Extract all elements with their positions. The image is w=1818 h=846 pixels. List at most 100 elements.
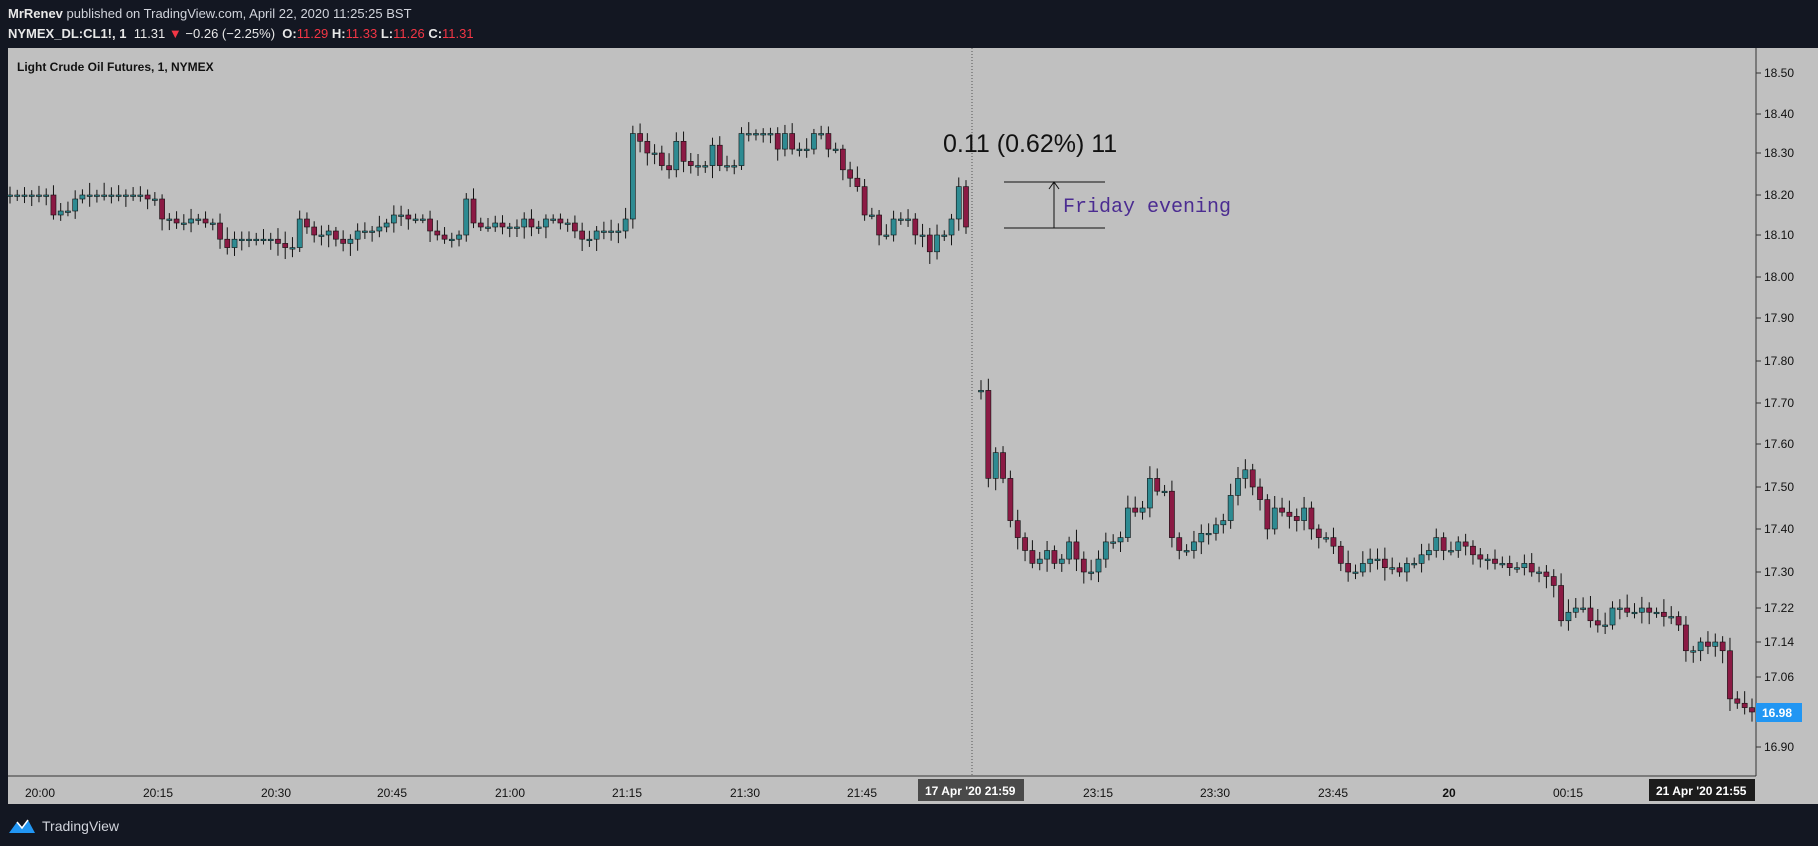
candle-body xyxy=(1587,607,1594,622)
candle-body xyxy=(557,218,564,224)
chart-title: Light Crude Oil Futures, 1, NYMEX xyxy=(17,60,214,74)
candle-body xyxy=(463,198,470,236)
end-time-label: 21 Apr '20 21:55 xyxy=(1649,779,1755,801)
candle-body xyxy=(108,194,115,197)
end-time-bg xyxy=(1649,779,1755,801)
price-tick-label: 17.60 xyxy=(1764,437,1794,451)
crosshair-time-bg xyxy=(918,779,1024,801)
candle-body xyxy=(391,214,397,224)
candle-body xyxy=(405,214,412,220)
candle-body xyxy=(854,177,861,187)
candle-body xyxy=(1477,554,1484,560)
candle-body xyxy=(354,230,361,240)
time-tick-label: 23:30 xyxy=(1200,786,1230,800)
time-tick-label: 00:15 xyxy=(1553,786,1583,800)
candle-body xyxy=(1381,558,1388,568)
candle-body xyxy=(644,141,651,154)
candle-body xyxy=(1014,520,1021,538)
tradingview-logo[interactable]: TradingView xyxy=(8,817,119,835)
candle-body xyxy=(1572,607,1579,613)
candle-body xyxy=(1550,576,1557,586)
candle-body xyxy=(1359,563,1366,573)
candle-body xyxy=(1235,478,1241,496)
candle-body xyxy=(398,214,404,217)
candle-body xyxy=(14,194,21,197)
candle-body xyxy=(1492,558,1498,564)
candle-body xyxy=(1183,550,1190,553)
candle-body xyxy=(419,218,426,221)
publish-text: published on TradingView.com, April 22, … xyxy=(66,6,412,21)
candle-body xyxy=(43,194,50,197)
candle-body xyxy=(695,165,701,168)
candle-body xyxy=(304,218,310,228)
up-arrow-icon xyxy=(1048,181,1060,190)
chart-area[interactable]: Light Crude Oil Futures, 1, NYMEX 0.11 (… xyxy=(0,48,1818,808)
candle-body xyxy=(1080,558,1087,573)
author-name[interactable]: MrRenev xyxy=(8,6,63,21)
candle-body xyxy=(1073,541,1080,560)
candle-body xyxy=(535,226,542,229)
candle-body xyxy=(579,230,585,240)
time-tick-label: 20:30 xyxy=(261,786,291,800)
candle-body xyxy=(224,238,231,248)
candle-body xyxy=(1411,563,1418,566)
candle-body xyxy=(325,230,332,236)
candle-body xyxy=(1220,520,1227,526)
friday-evening-note[interactable]: Friday evening xyxy=(1063,196,1231,219)
candle-body xyxy=(1536,571,1542,574)
candle-body xyxy=(1734,698,1741,704)
measure-tool[interactable] xyxy=(1004,181,1105,229)
price-axis[interactable] xyxy=(1756,48,1818,776)
candle-body xyxy=(1293,516,1300,521)
candle-body xyxy=(28,194,35,197)
candle-body xyxy=(673,141,680,171)
candle-body xyxy=(1102,541,1109,560)
candle-body xyxy=(1705,641,1711,647)
candle-body xyxy=(1169,490,1175,538)
candle-body xyxy=(651,152,658,155)
candle-body xyxy=(166,218,173,221)
candle-body xyxy=(789,133,796,150)
candlestick-chart[interactable]: Light Crude Oil Futures, 1, NYMEX 0.11 (… xyxy=(0,48,1818,808)
candle-body xyxy=(1176,537,1183,551)
candle-body xyxy=(1433,537,1440,551)
candle-body xyxy=(1558,585,1564,622)
candle-body xyxy=(521,218,528,228)
candle-body xyxy=(658,152,665,166)
candle-body xyxy=(1374,558,1381,561)
candle-body xyxy=(528,218,535,228)
candle-body xyxy=(1279,507,1285,513)
candle-body xyxy=(1470,545,1476,556)
candle-body xyxy=(818,133,824,136)
candle-body xyxy=(1668,616,1675,619)
candle-body xyxy=(50,194,57,216)
candle-body xyxy=(1022,537,1028,551)
candle-body xyxy=(948,218,955,236)
publish-info: MrRenev published on TradingView.com, Ap… xyxy=(8,6,412,21)
change-value: −0.26 (−2.25%) xyxy=(185,26,276,41)
candle-body xyxy=(159,198,165,220)
candle-body xyxy=(383,222,390,228)
candle-body xyxy=(1653,611,1660,615)
candle-body xyxy=(1124,507,1131,538)
candle-body xyxy=(731,165,738,168)
price-tick-label: 17.90 xyxy=(1764,311,1794,325)
measure-label: 0.11 (0.62%) 11 xyxy=(943,130,1117,158)
time-tick-label: 20:45 xyxy=(377,786,407,800)
candle-body xyxy=(1058,558,1065,564)
candle-body xyxy=(101,194,107,197)
candle-body xyxy=(919,234,926,237)
crosshair-time-label: 17 Apr '20 21:59 xyxy=(918,779,1024,801)
candle-body xyxy=(1227,495,1234,521)
candle-body xyxy=(1638,607,1645,613)
time-axis[interactable] xyxy=(8,776,1818,804)
symbol-label: NYMEX_DL:CL1!, 1 xyxy=(8,26,127,41)
candle-body xyxy=(506,226,513,229)
candle-body xyxy=(1110,541,1117,544)
candle-body xyxy=(1242,469,1249,479)
candle-body xyxy=(926,234,933,253)
candle-body xyxy=(362,230,368,233)
candle-body xyxy=(427,218,433,232)
candle-body xyxy=(1147,478,1153,509)
candle-body xyxy=(890,218,897,236)
